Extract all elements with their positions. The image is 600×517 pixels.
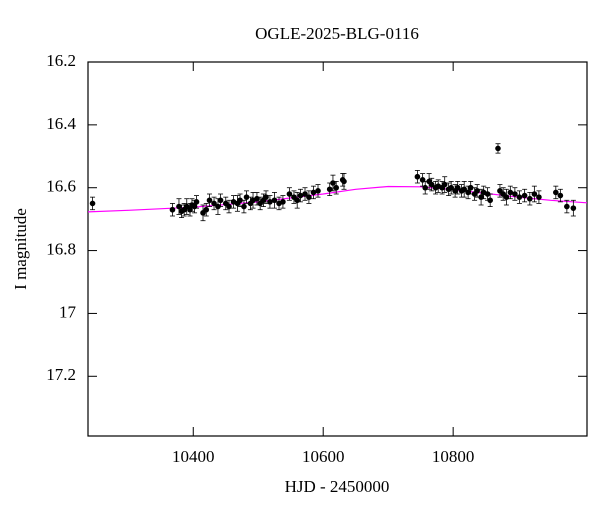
x-tick-label: 10400 — [172, 447, 215, 466]
data-point — [484, 191, 491, 197]
data-point — [487, 197, 493, 204]
y-axis-label: I magnitude — [11, 208, 30, 290]
x-tick-label: 10800 — [432, 447, 475, 466]
y-tick-label: 16.6 — [46, 177, 76, 196]
data-point — [570, 205, 577, 211]
data-point — [237, 197, 243, 204]
data-point — [302, 191, 308, 197]
x-tick-label: 10600 — [302, 447, 345, 466]
data-point — [448, 184, 455, 191]
data-point — [512, 191, 518, 197]
data-point — [531, 191, 538, 197]
data-point — [271, 197, 278, 204]
data-point — [241, 203, 247, 210]
data-point — [215, 203, 221, 210]
data-point — [315, 188, 321, 194]
data-point — [536, 194, 542, 200]
data-point — [89, 200, 96, 207]
data-point — [521, 192, 528, 199]
chart-title: OGLE-2025-BLG-0116 — [255, 24, 419, 43]
data-point — [193, 199, 200, 205]
data-point — [341, 178, 347, 185]
data-point — [267, 199, 273, 205]
y-tick-label: 16.4 — [46, 114, 76, 133]
data-point — [169, 206, 176, 213]
data-point — [527, 195, 533, 202]
data-point — [553, 189, 559, 196]
data-point — [243, 194, 250, 200]
data-point — [333, 184, 340, 191]
data-point — [206, 197, 213, 204]
data-point — [211, 200, 217, 207]
data-point — [461, 186, 467, 193]
data-point — [557, 192, 564, 199]
data-point — [286, 191, 293, 197]
y-tick-label: 17.2 — [46, 365, 76, 384]
plot-frame — [87, 61, 588, 437]
data-point — [414, 173, 421, 180]
y-tick-label: 16.8 — [46, 239, 76, 258]
data-point — [516, 194, 523, 200]
data-point — [495, 145, 501, 152]
data-point — [297, 192, 304, 199]
data-point — [203, 206, 210, 213]
data-point — [306, 194, 312, 200]
data-point — [310, 189, 317, 196]
data-point — [280, 199, 286, 205]
y-tick-label: 17 — [59, 302, 77, 321]
data-point — [467, 184, 474, 191]
data-point — [428, 181, 435, 188]
data-point — [226, 203, 232, 210]
data-point — [217, 197, 224, 204]
y-tick-label: 16.2 — [46, 51, 76, 70]
data-point — [564, 203, 570, 210]
x-axis-label: HJD - 2450000 — [285, 477, 390, 496]
data-point — [454, 184, 461, 191]
data-point — [507, 189, 514, 196]
